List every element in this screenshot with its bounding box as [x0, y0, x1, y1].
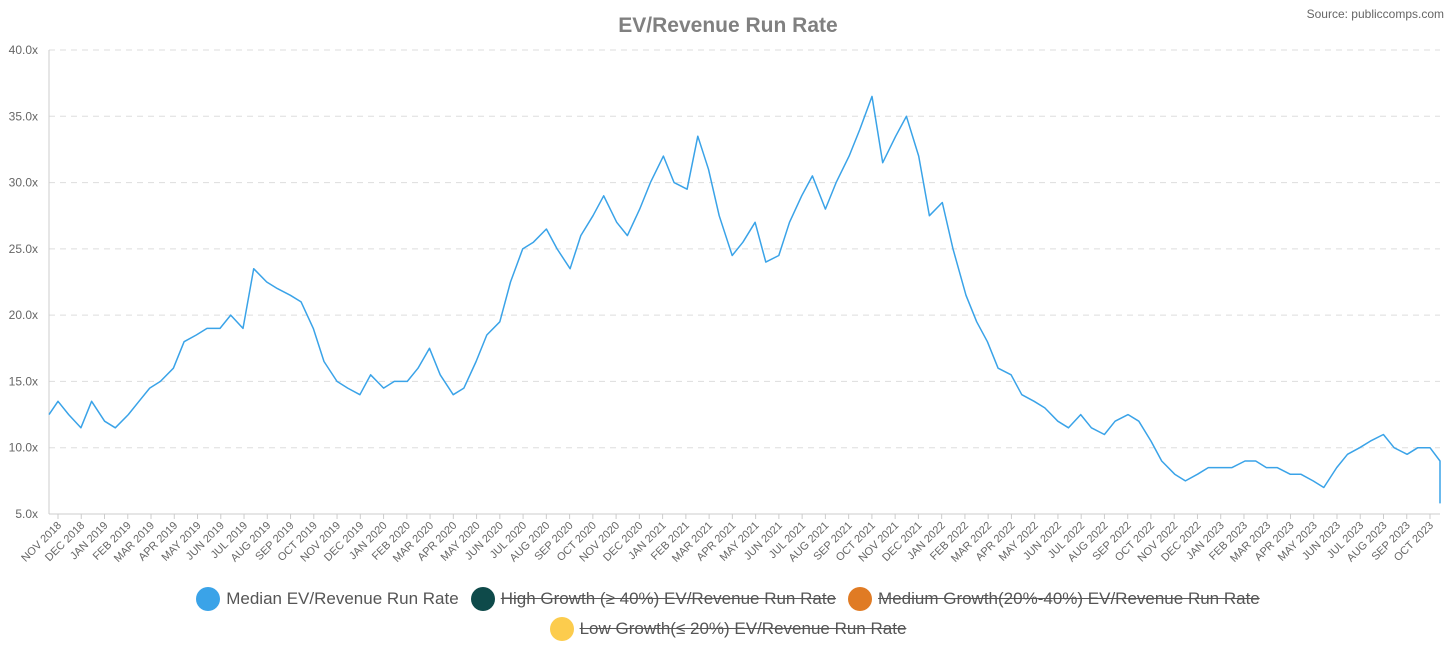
legend-swatch-icon [196, 587, 221, 611]
legend-item[interactable]: Medium Growth(20%-40%) EV/Revenue Run Ra… [848, 584, 1260, 614]
legend-label: High Growth (≥ 40%) EV/Revenue Run Rate [500, 589, 837, 608]
y-tick-label: 5.0x [15, 507, 38, 521]
series-group [48, 95, 1441, 504]
chart-source: Source: publiccomps.com [1307, 7, 1444, 21]
y-tick-label: 20.0x [9, 308, 38, 322]
y-tick-label: 15.0x [9, 374, 38, 388]
y-tick-label: 25.0x [9, 242, 38, 256]
y-axis-ticks: 5.0x 10.0x 15.0x 20.0x 25.0x 30.0x 35.0x 40.0x [9, 43, 38, 521]
legend-item[interactable]: Median EV/Revenue Run Rate [196, 584, 459, 614]
grid-lines [49, 49, 1440, 449]
series-line-median [48, 95, 1441, 504]
y-tick-label: 30.0x [9, 176, 38, 190]
legend-label: Median EV/Revenue Run Rate [226, 589, 459, 608]
legend-label: Low Growth(≤ 20%) EV/Revenue Run Rate [579, 619, 907, 638]
legend-swatch-icon [848, 587, 873, 611]
y-tick-label: 35.0x [9, 109, 38, 123]
legend-swatch-icon [470, 587, 495, 611]
legend: Median EV/Revenue Run Rate High Growth (≥… [0, 584, 1456, 644]
legend-swatch-icon [549, 617, 574, 641]
legend-label: Medium Growth(20%-40%) EV/Revenue Run Ra… [878, 589, 1260, 608]
y-tick-label: 10.0x [9, 441, 38, 455]
y-tick-label: 40.0x [9, 43, 38, 57]
legend-item[interactable]: High Growth (≥ 40%) EV/Revenue Run Rate [470, 584, 837, 614]
chart: EV/Revenue Run Rate Source: publiccomps.… [9, 7, 1444, 565]
chart-title: EV/Revenue Run Rate [618, 14, 837, 37]
legend-item[interactable]: Low Growth(≤ 20%) EV/Revenue Run Rate [549, 614, 907, 644]
